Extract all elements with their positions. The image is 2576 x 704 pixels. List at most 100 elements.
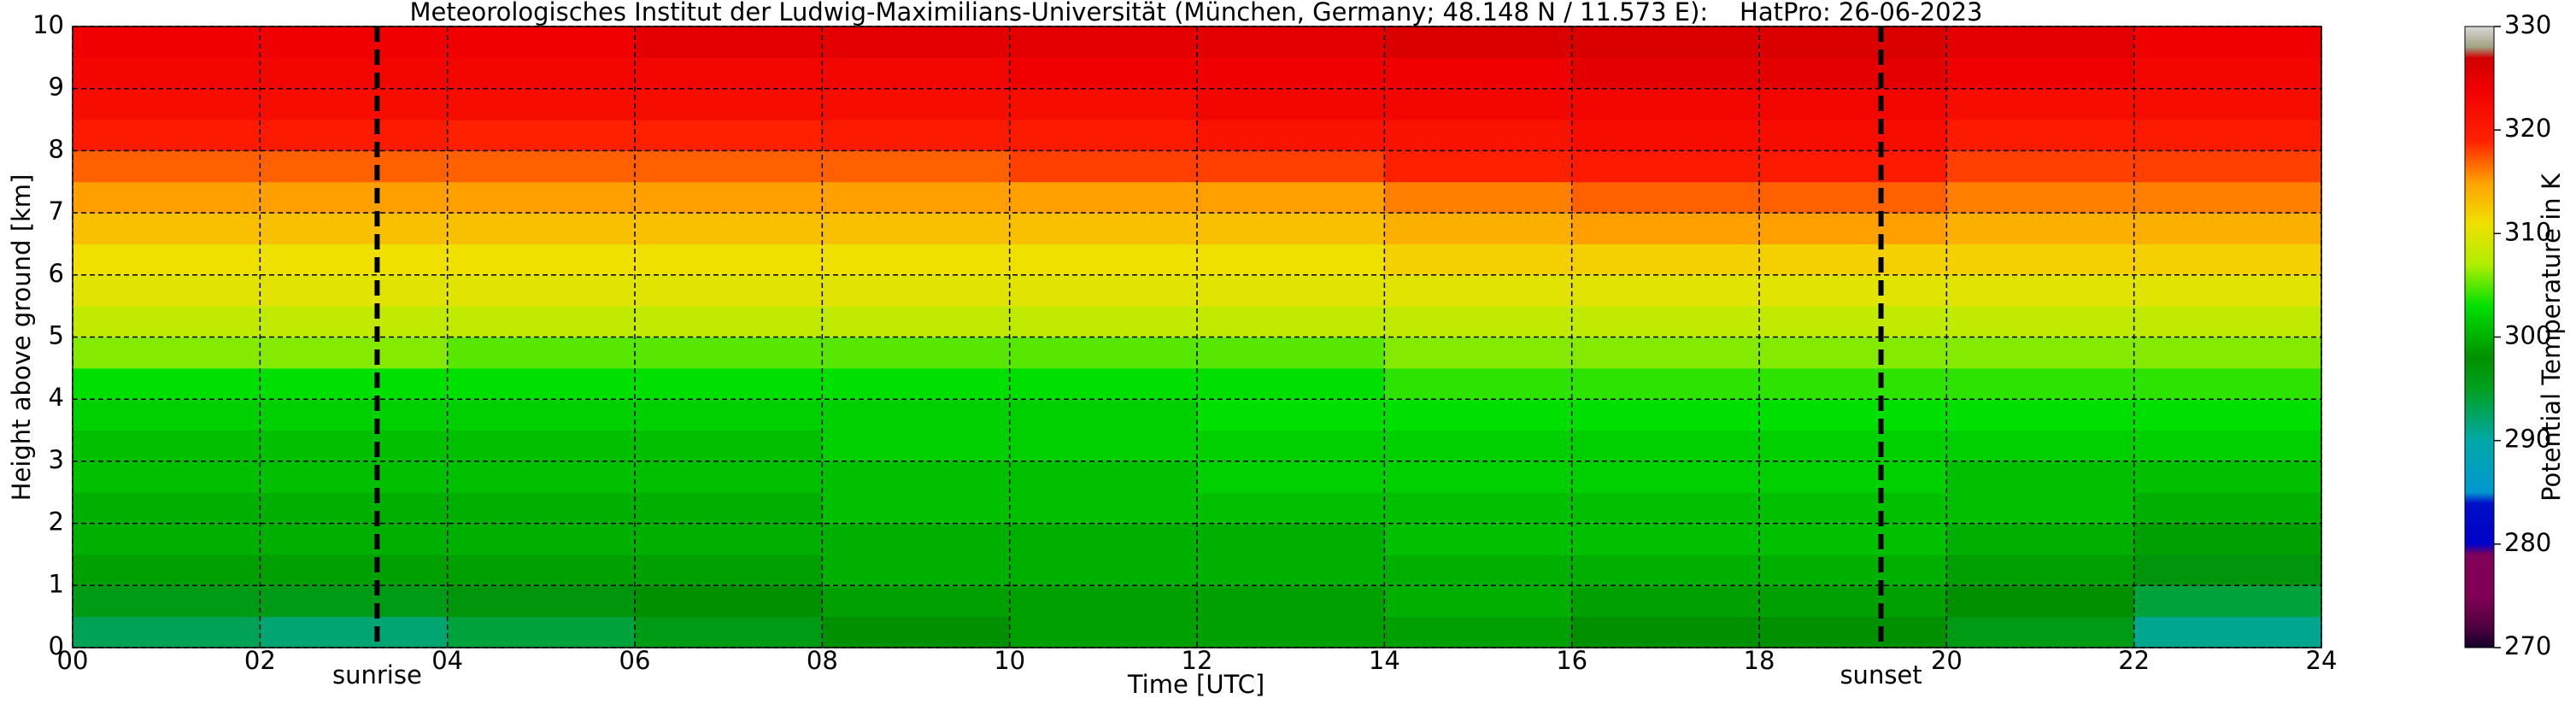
x-tick-label: 24 — [2306, 646, 2338, 675]
heatmap-cell — [1197, 492, 1385, 525]
y-tick-label: 6 — [49, 259, 64, 288]
heatmap-cell — [1009, 181, 1198, 214]
heatmap-cell — [1946, 523, 2135, 555]
heatmap-cell — [1384, 367, 1573, 400]
x-tick-label: 20 — [1931, 646, 1963, 675]
heatmap-cell — [73, 120, 261, 151]
heatmap-cell — [822, 181, 1011, 214]
x-tick-label: 08 — [807, 646, 838, 675]
heatmap-cell — [822, 399, 1011, 431]
heatmap-cell — [635, 492, 823, 525]
heatmap-cell — [1571, 306, 1760, 337]
heatmap-cell — [2133, 554, 2322, 586]
heatmap-cell — [1197, 274, 1385, 307]
heatmap-cell — [1946, 585, 2135, 618]
heatmap-cell — [635, 274, 823, 307]
heatmap-cell — [1946, 492, 2135, 525]
heatmap-cell — [2133, 213, 2322, 244]
heatmap-cell — [822, 88, 1011, 120]
heatmap-cell — [1197, 306, 1385, 337]
heatmap-cell — [2133, 274, 2322, 307]
colorbar-tick-label: 280 — [2504, 528, 2551, 557]
heatmap-cell — [447, 213, 636, 244]
heatmap-cell — [1759, 57, 1947, 90]
event-label: sunset — [1840, 660, 1922, 689]
heatmap-cell — [2133, 523, 2322, 555]
heatmap-cell — [1759, 461, 1947, 493]
y-tick-label: 3 — [49, 445, 64, 474]
heatmap-cell — [1384, 243, 1573, 276]
colorbar-tick-label: 300 — [2504, 321, 2551, 350]
heatmap-cell — [260, 430, 449, 462]
heatmap-cell — [260, 181, 449, 214]
heatmap-cell — [1009, 585, 1198, 618]
heatmap-cell — [1571, 616, 1760, 648]
heatmap-cell — [1197, 57, 1385, 90]
heatmap-cell — [1384, 461, 1573, 493]
heatmap-cell — [1946, 430, 2135, 462]
colorbar-segment — [2465, 595, 2494, 628]
y-tick-label: 10 — [32, 10, 64, 39]
heatmap-cell — [1009, 492, 1198, 525]
heatmap-cell — [1571, 213, 1760, 244]
x-tick-label: 12 — [1182, 646, 1213, 675]
heatmap-cell — [822, 616, 1011, 648]
heatmap-cell — [1946, 213, 2135, 244]
heatmap-cell — [1759, 554, 1947, 586]
heatmap-cell — [73, 26, 261, 58]
heatmap-cell — [447, 585, 636, 618]
heatmap-cell — [822, 367, 1011, 400]
heatmap-cell — [1384, 26, 1573, 58]
heatmap-cell — [635, 554, 823, 586]
heatmap-cell — [1946, 367, 2135, 400]
heatmap-cell — [1571, 430, 1760, 462]
heatmap-cell — [73, 523, 261, 555]
heatmap-cell — [1384, 213, 1573, 244]
heatmap-cell — [73, 337, 261, 369]
x-tick-label: 18 — [1744, 646, 1775, 675]
heatmap-cell — [260, 337, 449, 369]
heatmap-cell — [1571, 150, 1760, 183]
heatmap-cell — [635, 243, 823, 276]
heatmap-cell — [635, 430, 823, 462]
heatmap-cell — [260, 523, 449, 555]
colorbar-label: Potential Temperature in K — [2537, 173, 2566, 502]
heatmap-cell — [1384, 523, 1573, 555]
colorbar-segment — [2465, 543, 2494, 555]
heatmap-cell — [1009, 367, 1198, 400]
heatmap-cell — [822, 274, 1011, 307]
heatmap-cell — [1571, 88, 1760, 120]
heatmap-cell — [73, 430, 261, 462]
heatmap-cell — [260, 243, 449, 276]
heatmap-cell — [1946, 399, 2135, 431]
heatmap-cell — [447, 306, 636, 337]
heatmap-cell — [1009, 523, 1198, 555]
heatmap-cell — [1759, 492, 1947, 525]
colorbar-segment — [2465, 554, 2494, 596]
heatmap-cell — [1197, 461, 1385, 493]
heatmap-cell — [1384, 337, 1573, 369]
heatmap-cell — [2133, 150, 2322, 183]
heatmap-cell — [1009, 213, 1198, 244]
heatmap-cell — [822, 554, 1011, 586]
x-tick-label: 02 — [244, 646, 276, 675]
heatmap-cell — [1384, 430, 1573, 462]
heatmap-cell — [1759, 181, 1947, 214]
heatmap-cell — [635, 523, 823, 555]
heatmap-cell — [447, 88, 636, 120]
heatmap-cell — [447, 150, 636, 183]
heatmap-cell — [260, 26, 449, 58]
heatmap-cell — [73, 554, 261, 586]
heatmap-cell — [1571, 26, 1760, 58]
heatmap-cell — [1759, 243, 1947, 276]
heatmap-cell — [2133, 120, 2322, 151]
heatmap-cell — [1197, 616, 1385, 648]
x-tick-label: 10 — [994, 646, 1025, 675]
heatmap-cell — [635, 461, 823, 493]
y-tick-label: 2 — [49, 507, 64, 537]
heatmap-cell — [822, 243, 1011, 276]
heatmap-cell — [1009, 120, 1198, 151]
heatmap-cell — [1571, 523, 1760, 555]
plot-frame — [72, 26, 2322, 648]
